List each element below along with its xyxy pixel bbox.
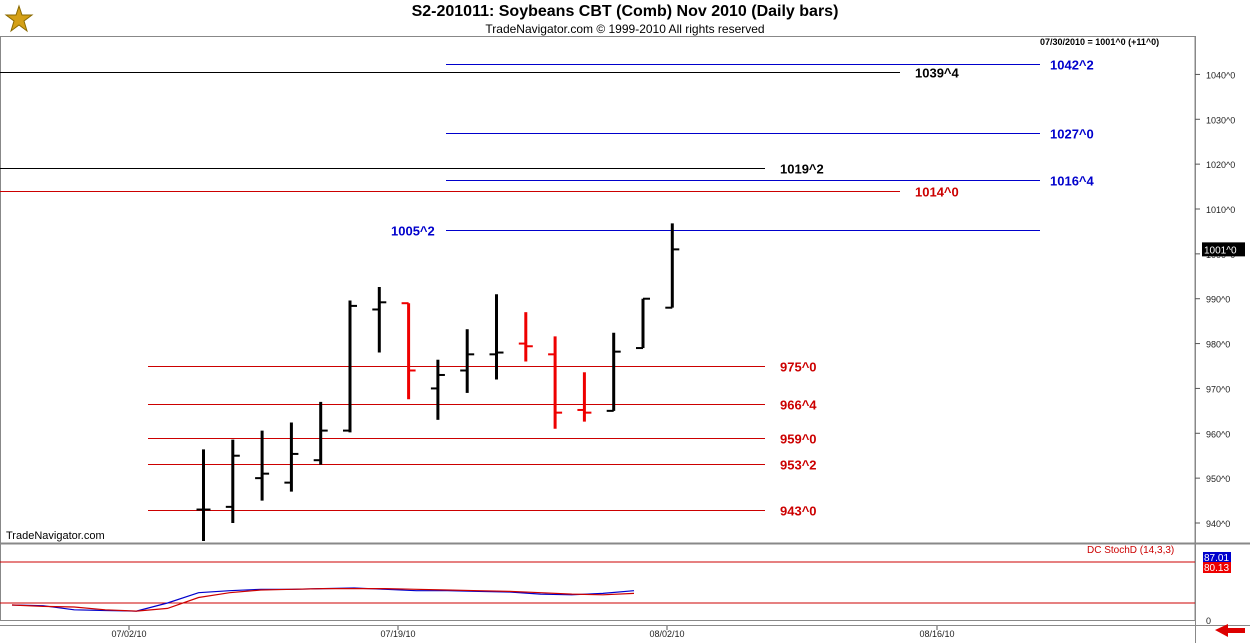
stoch-value-label: 80.13 — [1204, 563, 1229, 574]
level-label: 1027^0 — [1050, 127, 1094, 142]
x-tick-label: 08/02/10 — [649, 629, 684, 639]
y-tick-label: 1010^0 — [1206, 205, 1235, 215]
stoch-y-tick-label: 0 — [1206, 616, 1211, 626]
last-price-box — [1202, 242, 1245, 257]
trade-navigator-logo-icon — [4, 4, 34, 33]
stoch-value-box — [1203, 552, 1231, 563]
ohlc-bar — [636, 297, 650, 350]
y-tick-label: 990^0 — [1206, 295, 1230, 305]
ohlc-bar — [577, 372, 592, 422]
level-label: 1014^0 — [915, 185, 959, 200]
chart-frame — [0, 36, 1250, 643]
watermark-text: TradeNavigator.com — [6, 530, 105, 542]
level-label: 953^2 — [780, 458, 817, 473]
y-tick-label: 960^0 — [1206, 429, 1230, 439]
level-label: 966^4 — [780, 398, 817, 413]
price-bars — [196, 223, 680, 541]
level-label: 943^0 — [780, 504, 817, 519]
ohlc-bar — [372, 287, 387, 353]
ohlc-bar — [284, 422, 299, 492]
level-label: 1039^4 — [915, 66, 960, 81]
y-tick-label: 1030^0 — [1206, 115, 1235, 125]
ohlc-bar — [489, 294, 504, 380]
stoch-value-box — [1203, 562, 1231, 573]
price-readout: 07/30/2010 = 1001^0 (+11^0) — [1040, 37, 1160, 47]
chart-title: S2-201011: Soybeans CBT (Comb) Nov 2010 … — [411, 3, 839, 20]
stochastic-title: DC StochD (14,3,3) — [1087, 545, 1175, 556]
ohlc-bar — [225, 439, 240, 523]
x-tick-label: 07/19/10 — [380, 629, 415, 639]
level-label: 1005^2 — [391, 224, 435, 239]
support-resistance-levels: 1042^2 1039^4 1027^0 1019^2 1016^4 1014^0 1005… — [0, 58, 1095, 519]
ohlc-bar — [548, 336, 563, 429]
y-tick-label: 940^0 — [1206, 519, 1230, 529]
stoch-k-line — [11, 587, 635, 612]
level-label: 959^0 — [780, 432, 817, 447]
x-tick-label: 07/02/10 — [111, 629, 146, 639]
ohlc-bar — [665, 223, 680, 309]
y-tick-label: 1020^0 — [1206, 160, 1235, 170]
ohlc-bar — [430, 359, 445, 420]
level-label: 1042^2 — [1050, 58, 1094, 73]
x-tick-label: 08/16/10 — [919, 629, 954, 639]
y-tick-label: 950^0 — [1206, 474, 1230, 484]
stoch-d-line — [11, 587, 635, 612]
ohlc-bar — [401, 302, 416, 400]
last-price-label: 1001^0 — [1204, 245, 1237, 256]
level-label: 975^0 — [780, 360, 817, 375]
stoch-value-label: 87.01 — [1204, 553, 1229, 564]
scroll-left-arrow-icon — [1215, 624, 1245, 637]
ohlc-bar — [460, 329, 475, 393]
ohlc-bar — [518, 312, 533, 362]
plot-border — [0, 36, 1196, 621]
date-axis: 07/02/10 07/19/10 08/02/10 08/16/10 — [111, 624, 1245, 639]
ohlc-bar — [313, 401, 328, 465]
y-tick-label: 970^0 — [1206, 384, 1230, 394]
level-label: 1016^4 — [1050, 174, 1095, 189]
y-tick-label: 980^0 — [1206, 340, 1230, 350]
price-axis: 940^0950^0960^0970^0980^0990^01000^01010… — [1195, 70, 1245, 529]
level-label: 1019^2 — [780, 162, 824, 177]
ohlc-bar — [196, 449, 211, 541]
ohlc-bar — [343, 300, 357, 433]
ohlc-bar — [255, 430, 270, 501]
chart-subtitle: TradeNavigator.com © 1999-2010 All right… — [485, 22, 765, 36]
ohlc-bar — [606, 332, 621, 412]
y-tick-label: 1040^0 — [1206, 70, 1235, 80]
